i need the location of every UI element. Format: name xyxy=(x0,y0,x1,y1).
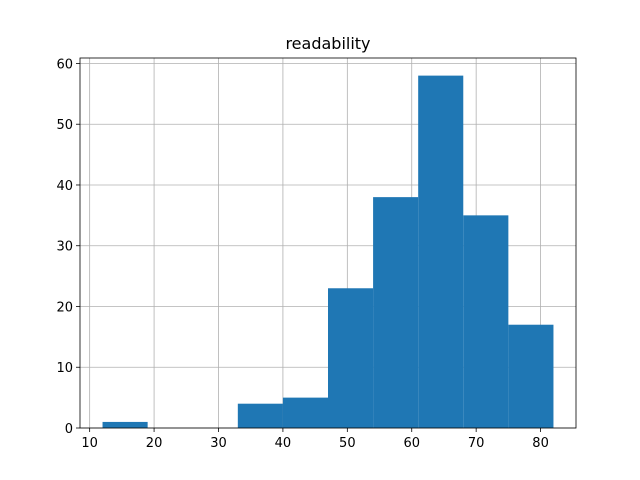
bar xyxy=(102,421,148,428)
y-tick-label: 50 xyxy=(56,118,73,133)
x-tick-label: 10 xyxy=(81,436,98,451)
bar xyxy=(373,197,419,428)
y-tick-label: 0 xyxy=(65,422,73,437)
y-tick-label: 30 xyxy=(56,240,73,255)
x-tick-label: 80 xyxy=(532,436,549,451)
bar xyxy=(328,288,374,428)
plot-frame xyxy=(79,57,577,429)
x-tick-label: 40 xyxy=(275,436,292,451)
x-tick-label: 70 xyxy=(468,436,485,451)
y-tick-label: 10 xyxy=(56,361,73,376)
x-tick-label: 60 xyxy=(403,436,420,451)
y-tick-label: 60 xyxy=(56,57,73,72)
bar xyxy=(418,75,464,428)
x-tick-label: 30 xyxy=(210,436,227,451)
chart-title: readability xyxy=(285,34,370,53)
bar xyxy=(463,215,509,428)
y-tick-label: 40 xyxy=(56,179,73,194)
y-tick-label: 20 xyxy=(56,300,73,315)
bar xyxy=(237,403,283,428)
bar xyxy=(508,324,554,428)
bar xyxy=(282,397,328,428)
x-tick-label: 20 xyxy=(146,436,163,451)
x-tick-label: 50 xyxy=(339,436,356,451)
